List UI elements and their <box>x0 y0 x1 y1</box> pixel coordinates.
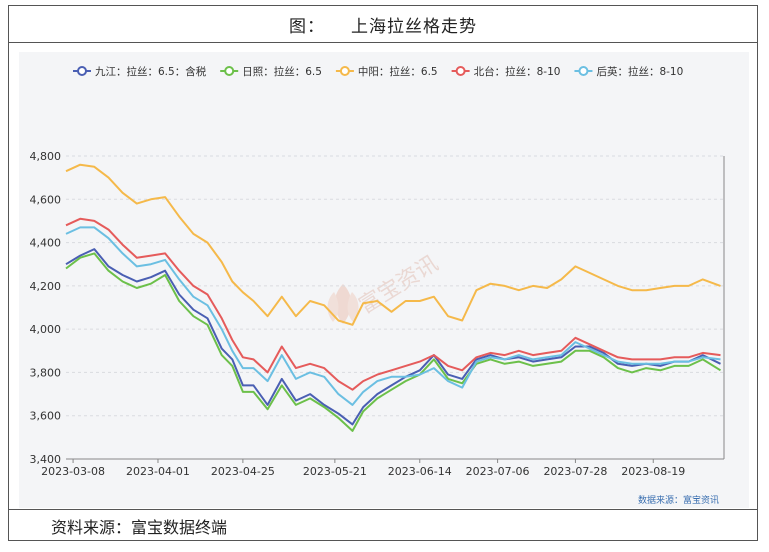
chart-area: 富宝资讯 3,400 3,600 3,800 4,000 4,200 4,400 4,600… <box>19 52 749 508</box>
chart-title: 上海拉丝格走势 <box>351 16 477 37</box>
x-tick-label: 2023-04-01 <box>126 465 190 478</box>
legend-label: 九江：拉丝：6.5：含税 <box>95 65 207 78</box>
y-tick-label: 3,600 <box>30 410 62 423</box>
legend-swatch-marker <box>578 66 589 76</box>
y-tick-label: 4,600 <box>30 193 62 206</box>
legend-label: 后英：拉丝：8-10 <box>596 65 683 78</box>
y-tick-label: 4,800 <box>30 150 62 163</box>
footer-source: 资料来源：富宝数据终端 <box>51 518 228 537</box>
legend-swatch-marker <box>339 66 350 76</box>
legend-item-5: 后英：拉丝：8-10 <box>574 65 683 78</box>
series-line-3 <box>65 163 721 326</box>
legend-item-3: 中阳：拉丝：6.5 <box>335 65 438 78</box>
y-tick-label: 4,400 <box>30 237 62 250</box>
series-line-1 <box>65 248 721 426</box>
line-chart: 富宝资讯 3,400 3,600 3,800 4,000 4,200 4,400 4,600… <box>30 65 725 506</box>
x-tick-label: 2023-07-06 <box>466 465 530 478</box>
y-tick-label: 3,800 <box>30 366 62 379</box>
x-tick-label: 2023-04-25 <box>211 465 275 478</box>
legend-label: 日照：拉丝：6.5 <box>242 65 322 78</box>
footer: 资料来源：富宝数据终端 <box>9 509 757 542</box>
x-tick-label: 2023-08-19 <box>621 465 685 478</box>
legend-item-2: 日照：拉丝：6.5 <box>220 65 322 78</box>
legend-label: 北台：拉丝：8-10 <box>474 65 561 78</box>
legend-swatch-marker <box>455 66 466 76</box>
source-note: 数据来源：富宝资讯 <box>638 494 719 506</box>
watermark: 富宝资讯 <box>327 251 443 324</box>
x-tick-label: 2023-05-21 <box>303 465 367 478</box>
legend-item-1: 九江：拉丝：6.5：含税 <box>73 65 207 78</box>
title-bar: 图： 上海拉丝格走势 <box>9 6 757 43</box>
y-tick-label: 4,000 <box>30 323 62 336</box>
watermark-text: 富宝资讯 <box>355 251 443 319</box>
figure-label: 图： <box>289 16 325 37</box>
legend-swatch-marker <box>77 66 87 76</box>
legend-label: 中阳：拉丝：6.5 <box>358 65 438 78</box>
x-tick-label: 2023-07-28 <box>543 465 607 478</box>
series-line-2 <box>65 252 722 432</box>
legend-item-4: 北台：拉丝：8-10 <box>451 65 561 78</box>
series-line-5 <box>65 226 721 406</box>
x-tick-label: 2023-06-14 <box>388 465 452 478</box>
watermark-logo-icon <box>327 284 359 324</box>
chart-frame: 图： 上海拉丝格走势 富宝资讯 3,400 3,600 3,800 4,000 4,20… <box>8 5 758 541</box>
y-tick-label: 3,400 <box>30 453 62 466</box>
series-line-4 <box>65 217 721 391</box>
legend-swatch-marker <box>224 66 235 76</box>
y-tick-label: 4,200 <box>30 280 62 293</box>
x-tick-label: 2023-03-08 <box>41 465 105 478</box>
